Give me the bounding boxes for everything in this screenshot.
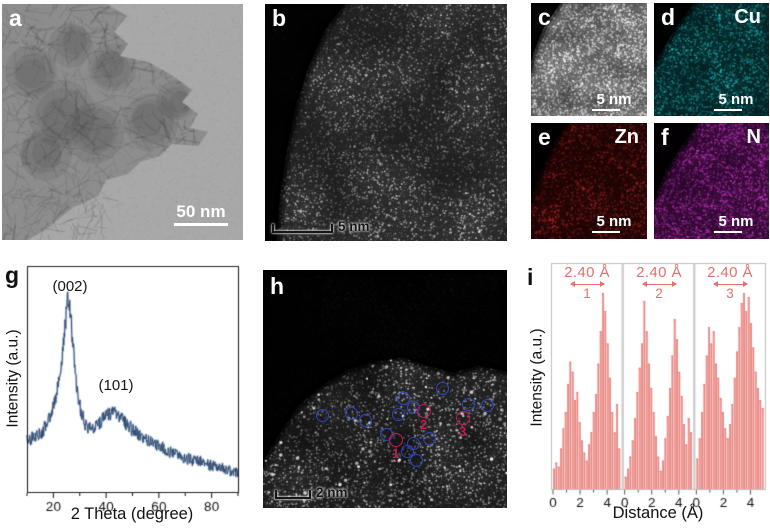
profile-number-3: 3 <box>726 286 734 301</box>
atom-pair-marker <box>417 404 431 418</box>
scalebar-a: 50 nm <box>168 202 234 226</box>
panel-f-eds-n: f N 5 nm <box>654 123 769 239</box>
scalebar-a-line <box>174 223 228 226</box>
panel-label-b: b <box>272 5 287 31</box>
element-label-cu: Cu <box>734 6 761 28</box>
intensity-profile-chart <box>543 258 770 520</box>
spacing-arrow-3 <box>712 280 748 287</box>
scalebar-e: 5 nm <box>588 212 640 233</box>
element-label-zn: Zn <box>614 126 639 148</box>
panel-label-g: g <box>5 262 20 288</box>
scalebar-e-text: 5 nm <box>596 212 632 230</box>
panel-label-c: c <box>538 4 551 30</box>
profile-number-1: 1 <box>583 286 591 301</box>
scalebar-b-text: 5 nm <box>338 219 370 234</box>
panel-d-eds-cu: d Cu 5 nm <box>654 3 769 116</box>
eds-zn-map <box>531 123 647 239</box>
tem-image <box>2 4 243 240</box>
scalebar-c-text: 5 nm <box>596 90 632 108</box>
profile-x-axis-label: Distance (Å) <box>612 504 704 522</box>
panel-label-i: i <box>527 264 534 290</box>
single-atom-marker <box>400 444 414 458</box>
xrd-y-axis-label: Intensity (a.u.) <box>4 329 22 428</box>
scalebar-d: 5 nm <box>710 90 762 111</box>
single-atom-marker <box>315 408 329 422</box>
spacing-annotation-1: 2.40 Å 1 <box>551 264 623 301</box>
atom-pair-marker <box>456 411 470 425</box>
scalebar-d-line <box>714 108 742 111</box>
single-atom-marker <box>344 406 358 420</box>
single-atom-marker <box>396 391 410 405</box>
xrd-chart <box>18 260 250 520</box>
scalebar-b-bracket <box>272 224 333 233</box>
single-atom-marker <box>409 453 423 467</box>
panel-e-eds-zn: e Zn 5 nm <box>531 123 647 239</box>
panel-label-d: d <box>661 4 676 30</box>
scalebar-h-bracket <box>275 490 311 499</box>
atom-pair-marker <box>389 433 403 447</box>
scalebar-h-text: 2 nm <box>316 485 348 500</box>
spacing-arrow-1 <box>569 280 605 287</box>
spacing-value-3: 2.40 Å <box>707 264 753 281</box>
single-atom-marker <box>435 381 449 395</box>
panel-label-e: e <box>538 124 551 150</box>
single-atom-marker <box>461 397 475 411</box>
single-atom-marker <box>480 398 494 412</box>
profile-y-axis-label: Intensity (a.u.) <box>528 328 546 427</box>
spacing-value-2: 2.40 Å <box>636 264 682 281</box>
spacing-annotation-3: 2.40 Å 3 <box>694 264 766 301</box>
panel-label-f: f <box>661 124 669 150</box>
stem-atoms-image <box>263 270 507 508</box>
single-atom-marker <box>391 407 405 421</box>
spacing-arrow-2 <box>641 280 677 287</box>
eds-n-map <box>654 123 769 239</box>
scalebar-f: 5 nm <box>710 212 762 233</box>
element-label-n: N <box>746 126 761 148</box>
panel-h-stem-atoms: h 2 nm 1 2 3 <box>263 270 507 508</box>
stem-image <box>265 4 507 241</box>
panel-c-eds-haadf: c 5 nm <box>531 3 647 116</box>
panel-a-tem: a 50 nm <box>2 4 243 240</box>
panel-label-a: a <box>9 5 22 31</box>
scalebar-h: 2 nm <box>275 485 348 500</box>
panel-label-h: h <box>270 273 285 299</box>
scalebar-e-line <box>592 230 620 233</box>
spacing-value-1: 2.40 Å <box>564 264 610 281</box>
xrd-x-axis-label: 2 Theta (degree) <box>70 505 194 523</box>
xrd-peak-annotation-101: (101) <box>98 377 134 394</box>
single-atom-marker <box>422 431 436 445</box>
scalebar-b: 5 nm <box>272 219 370 234</box>
scalebar-d-text: 5 nm <box>718 90 754 108</box>
atom-pair-number: 3 <box>459 424 467 439</box>
eds-haadf-image <box>531 3 647 116</box>
atom-pair-number: 2 <box>420 417 428 432</box>
single-atom-marker <box>358 413 372 427</box>
scalebar-c-line <box>592 108 620 111</box>
spacing-annotation-2: 2.40 Å 2 <box>623 264 695 301</box>
eds-cu-map <box>654 3 769 116</box>
scalebar-f-line <box>714 230 742 233</box>
scalebar-a-text: 50 nm <box>176 202 226 221</box>
xrd-peak-annotation-002: (002) <box>52 278 88 295</box>
scalebar-c: 5 nm <box>588 90 640 111</box>
panel-b-stem: b 5 nm <box>265 4 507 241</box>
scalebar-f-text: 5 nm <box>718 212 754 230</box>
atom-pair-number: 1 <box>392 446 400 461</box>
profile-number-2: 2 <box>655 286 663 301</box>
